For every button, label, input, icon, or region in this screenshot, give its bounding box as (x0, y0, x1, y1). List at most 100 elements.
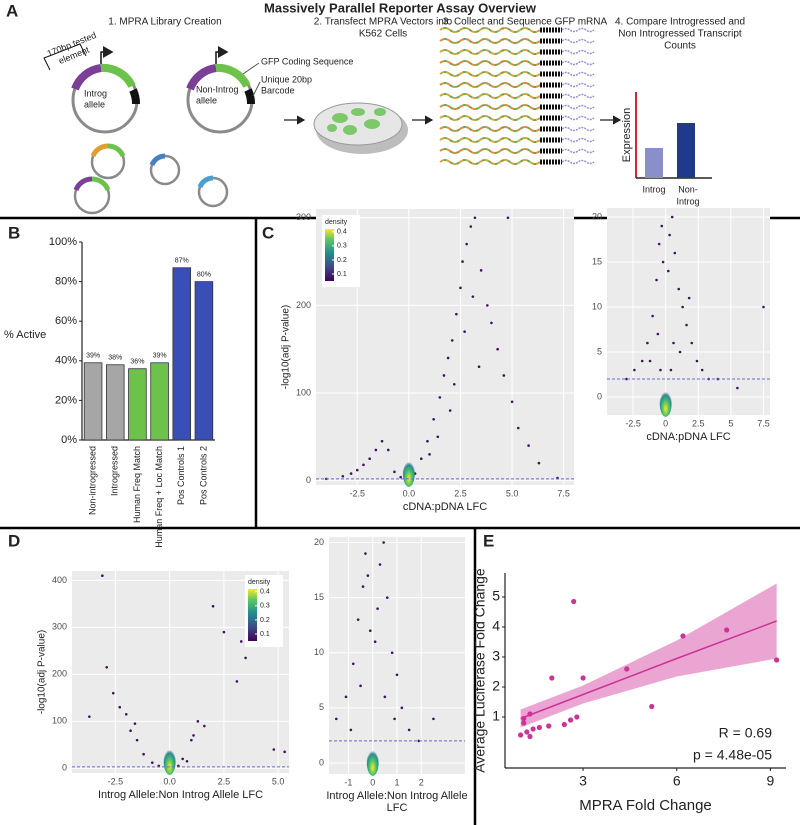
panel-label: D (8, 531, 20, 550)
y-axis-label: -log10(adj P-value) (37, 630, 48, 715)
panel-label: A (6, 1, 18, 20)
point (672, 341, 675, 345)
point (356, 618, 360, 621)
x-tick-label: Non-introgressed (87, 446, 97, 515)
y-tick-label: 20 (592, 211, 602, 221)
point (677, 287, 681, 291)
y-tick-label: 10 (592, 301, 602, 311)
point (393, 470, 396, 474)
expression-category: Introg (642, 184, 665, 194)
y-tick-label: 0 (319, 757, 324, 767)
point (334, 717, 338, 721)
mrna-body (439, 38, 541, 44)
x-tick-label: 2 (419, 777, 424, 787)
mrna-body (439, 104, 541, 110)
x-tick-label: 7.5 (557, 488, 570, 498)
expression-label: Expression (621, 108, 633, 162)
point (361, 585, 365, 588)
point (185, 759, 189, 763)
mrna-tail (561, 93, 595, 99)
point (362, 463, 365, 467)
bar (83, 362, 103, 441)
mrna-tail (561, 104, 595, 110)
point (111, 691, 115, 695)
point (490, 321, 493, 325)
colorbar-label: 0.2 (337, 257, 347, 264)
x-axis-label: Introg Allele:Non Introg Allele (326, 790, 467, 802)
mrna-tail (561, 82, 595, 88)
y-tick-label: 200 (296, 300, 311, 310)
colorbar (325, 229, 334, 281)
point (687, 296, 691, 300)
annotation: R = 0.69 (719, 725, 773, 741)
y-tick-label: 4 (492, 618, 500, 634)
point (133, 722, 137, 725)
overview-title: Massively Parallel Reporter Assay Overvi… (264, 0, 537, 15)
value-label: 39% (153, 353, 167, 360)
step-label: 4. Compare Introgressed and (615, 17, 745, 28)
point (203, 724, 206, 728)
colorbar-label: 0.2 (260, 617, 270, 624)
x-tick-label: 5 (728, 418, 733, 428)
point (436, 435, 440, 439)
point (118, 705, 122, 709)
point (222, 630, 226, 634)
allele-label: allele (84, 99, 105, 109)
expression-sketch (635, 92, 712, 179)
point (239, 640, 243, 643)
point (364, 552, 367, 555)
panel-label: C (262, 223, 274, 242)
point (393, 717, 396, 721)
point (477, 365, 481, 369)
legend-title: density (325, 219, 348, 226)
point (655, 278, 658, 282)
point (400, 706, 404, 710)
point (386, 448, 390, 452)
point (395, 673, 399, 677)
x-tick-label: 7.5 (757, 418, 770, 428)
point (506, 216, 510, 220)
panel-label: E (483, 531, 494, 550)
y-tick-label: 3 (492, 648, 500, 664)
point (656, 332, 660, 336)
point (516, 426, 520, 430)
point (640, 359, 644, 363)
y-tick-label: 200 (52, 669, 67, 679)
point (546, 723, 552, 729)
point (633, 368, 636, 372)
point (502, 374, 506, 377)
barcode-label: Unique 20bp (261, 74, 312, 84)
point (368, 629, 372, 632)
point (355, 468, 359, 472)
step-label: 2. Transfect MPRA Vectors into (314, 17, 453, 28)
point (368, 457, 371, 461)
point (455, 312, 458, 316)
point (527, 733, 533, 740)
mrna-body (439, 159, 541, 165)
y-tick-label: 5 (319, 702, 324, 712)
point (660, 224, 664, 228)
allele-label: Introg (84, 88, 107, 98)
point (190, 738, 193, 742)
plot-background (607, 208, 770, 415)
point (399, 475, 402, 479)
x-tick-label: 2.5 (692, 418, 705, 428)
point (690, 341, 694, 345)
point (774, 657, 780, 663)
point (283, 750, 286, 754)
y-tick-label: 60% (55, 315, 77, 327)
point (661, 260, 665, 264)
point (385, 596, 389, 599)
mrna-tail (561, 137, 595, 143)
point (670, 215, 674, 219)
point (351, 662, 355, 666)
value-label: 38% (108, 355, 122, 362)
point (419, 457, 423, 461)
y-tick-label: 5 (597, 346, 602, 356)
point (124, 712, 128, 716)
x-axis-label: cDNA:pDNA LFC (646, 431, 730, 443)
point (527, 711, 533, 717)
x-tick-label: -2.5 (350, 488, 366, 498)
y-tick-label: 0 (306, 475, 311, 485)
point (450, 339, 454, 342)
